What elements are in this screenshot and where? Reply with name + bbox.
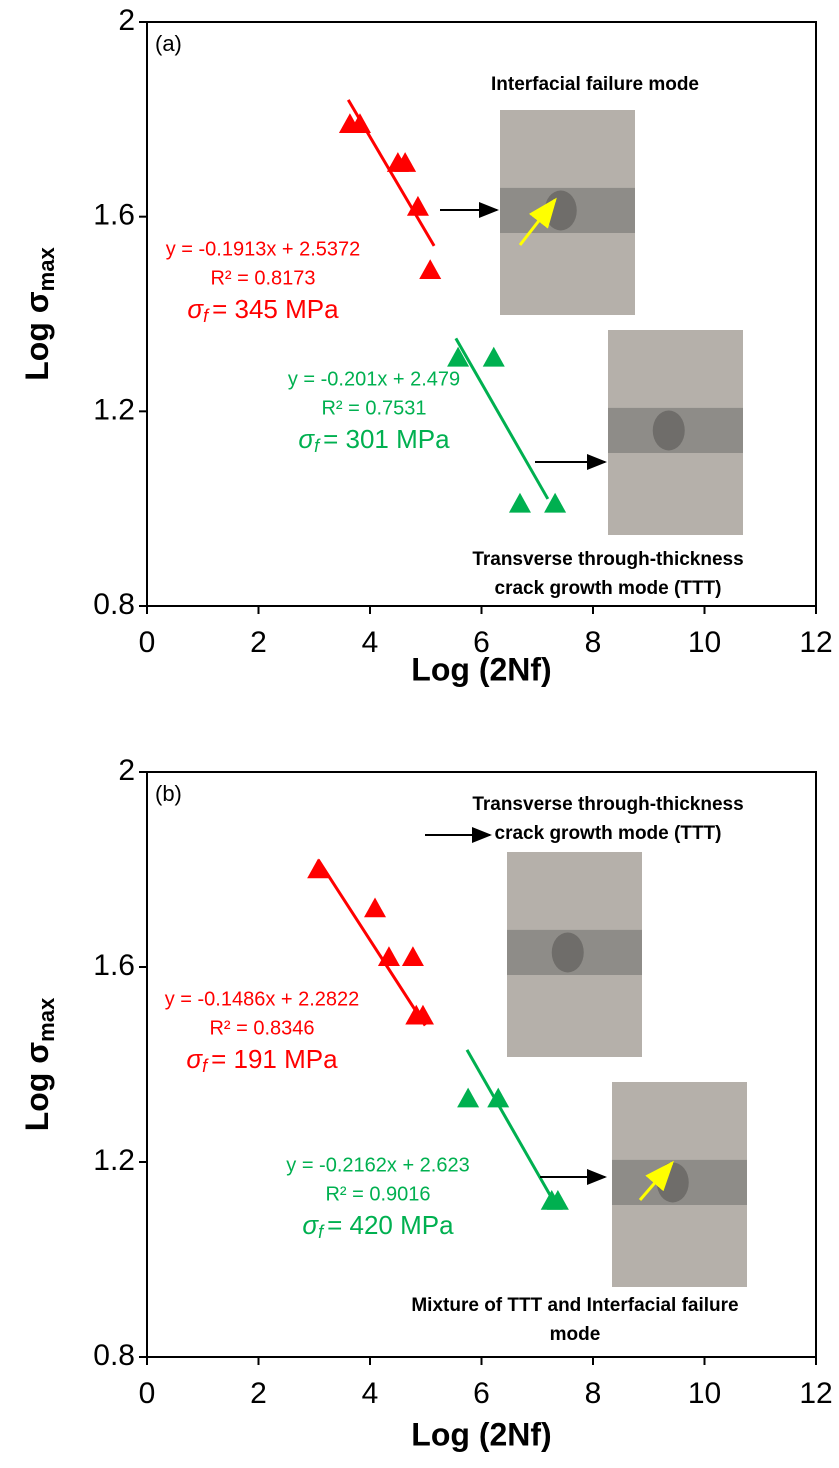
photo-spot: [552, 932, 584, 972]
x-axis-label: Log (2Nf): [411, 1416, 551, 1452]
photo-spot: [545, 190, 577, 230]
fatigue-strength: σf= 301 MPa: [298, 424, 450, 456]
x-tick-label: 2: [250, 626, 267, 659]
x-tick-label: 8: [585, 1377, 602, 1410]
strength-value: = 420 MPa: [327, 1210, 454, 1240]
r-squared: R² = 0.8173: [210, 267, 315, 289]
y-tick-label: 0.8: [93, 1339, 135, 1372]
trend-equation: y = -0.2162x + 2.623: [286, 1154, 469, 1176]
photo-caption: Transverse through-thickness: [472, 794, 743, 815]
photo-caption: mode: [550, 1324, 601, 1345]
y-axis-label-sub: max: [34, 247, 59, 292]
strength-value: = 301 MPa: [323, 424, 450, 454]
y-axis-label-main: Log σ: [19, 1042, 55, 1132]
data-point: [364, 898, 386, 918]
y-tick-label: 1.2: [93, 393, 135, 426]
fatigue-strength: σf= 420 MPa: [302, 1210, 454, 1242]
x-tick-label: 12: [799, 1377, 832, 1410]
sigma: σ: [187, 294, 204, 324]
r-squared: R² = 0.7531: [321, 397, 426, 419]
trend-equation: y = -0.1913x + 2.5372: [166, 238, 361, 260]
sigma-sub: f: [202, 1056, 209, 1076]
page: 0246810120.81.21.62Log (2Nf)Log σmax(a)y…: [0, 0, 839, 1468]
y-axis-label-sub: max: [34, 997, 59, 1042]
y-axis-label: Log σmax: [19, 247, 58, 381]
panel-label: (b): [155, 781, 182, 806]
y-tick-label: 1.2: [93, 1144, 135, 1177]
sigma-sub: f: [314, 436, 321, 456]
photo-caption: crack growth mode (TTT): [495, 823, 722, 844]
x-tick-label: 0: [139, 1377, 156, 1410]
photo-caption: crack growth mode (TTT): [495, 578, 722, 599]
x-axis-label: Log (2Nf): [411, 651, 551, 687]
data-point: [509, 493, 531, 513]
data-point: [419, 259, 441, 279]
sigma-sub: f: [203, 306, 210, 326]
sigma: σ: [186, 1044, 203, 1074]
data-point: [307, 859, 329, 879]
y-axis-label: Log σmax: [19, 997, 58, 1131]
trend-equation: y = -0.201x + 2.479: [288, 368, 460, 390]
x-tick-label: 2: [250, 1377, 267, 1410]
figure: 0246810120.81.21.62Log (2Nf)Log σmax(a)y…: [0, 0, 839, 1468]
y-tick-label: 1.6: [93, 199, 135, 232]
strength-value: = 191 MPa: [211, 1044, 338, 1074]
data-point: [402, 946, 424, 966]
sigma-sub: f: [318, 1222, 325, 1242]
x-tick-label: 0: [139, 626, 156, 659]
x-tick-label: 4: [362, 626, 379, 659]
x-tick-label: 12: [799, 626, 832, 659]
r-squared: R² = 0.8346: [209, 1017, 314, 1039]
x-tick-label: 6: [473, 1377, 490, 1410]
fatigue-strength: σf= 191 MPa: [186, 1044, 338, 1076]
x-tick-label: 4: [362, 1377, 379, 1410]
r-squared: R² = 0.9016: [325, 1183, 430, 1205]
photo-spot: [653, 410, 685, 450]
photo-caption: Mixture of TTT and Interfacial failure: [411, 1295, 738, 1316]
y-axis-label-main: Log σ: [19, 291, 55, 381]
fatigue-strength: σf= 345 MPa: [187, 294, 339, 326]
y-tick-label: 1.6: [93, 949, 135, 982]
sigma: σ: [302, 1210, 319, 1240]
x-tick-label: 10: [688, 1377, 721, 1410]
y-tick-label: 2: [118, 754, 135, 787]
x-tick-label: 8: [585, 626, 602, 659]
trendline: [467, 1050, 556, 1206]
data-point: [483, 347, 505, 367]
photo-spot: [657, 1162, 689, 1202]
photo-caption: Interfacial failure mode: [491, 74, 699, 95]
x-tick-label: 10: [688, 626, 721, 659]
panel-label: (a): [155, 31, 182, 56]
photo-caption: Transverse through-thickness: [472, 549, 743, 570]
trend-equation: y = -0.1486x + 2.2822: [165, 988, 360, 1010]
sigma: σ: [298, 424, 315, 454]
data-point: [457, 1088, 479, 1108]
y-tick-label: 2: [118, 4, 135, 37]
y-tick-label: 0.8: [93, 588, 135, 621]
strength-value: = 345 MPa: [212, 294, 339, 324]
